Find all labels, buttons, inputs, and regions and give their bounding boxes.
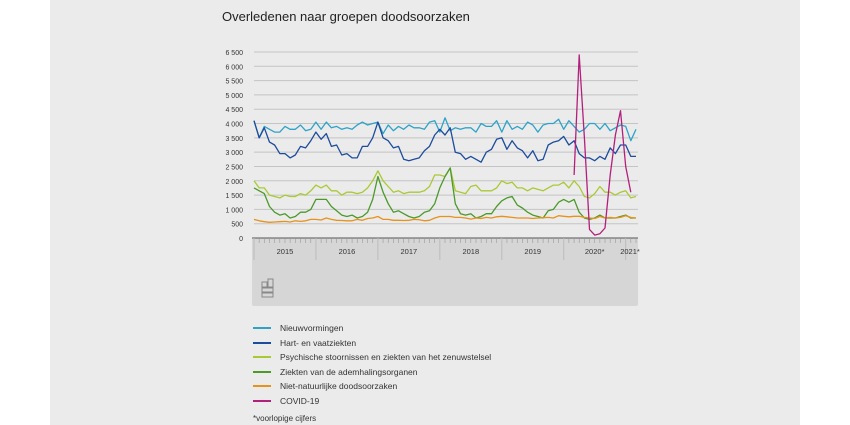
y-tick-label: 5 000: [225, 93, 243, 100]
legend-swatch: [253, 385, 271, 388]
x-tick-label: 2019: [524, 247, 541, 256]
y-tick-label: 3 500: [225, 136, 243, 143]
legend-label: Ziekten van de ademhalingsorganen: [280, 366, 418, 377]
x-tick-label: 2016: [339, 247, 356, 256]
x-axis-band: [252, 238, 638, 306]
x-tick-label: 2020*: [585, 247, 605, 256]
y-tick-label: 1 500: [225, 193, 243, 200]
x-tick-label: 2015: [277, 247, 294, 256]
legend-label: COVID-19: [280, 395, 320, 406]
y-tick-label: 6 500: [225, 50, 243, 57]
legend-swatch: [253, 341, 271, 344]
series-line-nieuwvormingen: [253, 117, 637, 142]
legend-item: Nieuwvormingen: [253, 321, 491, 336]
y-tick-label: 2 500: [225, 164, 243, 171]
series-line-ziekten-van-de-ademhalingsorganen: [253, 167, 636, 221]
legend-item: COVID-19: [253, 394, 491, 409]
x-tick-label: 2021*: [620, 247, 640, 256]
y-tick-label: 500: [231, 222, 243, 229]
legend-swatch: [253, 356, 271, 359]
legend-swatch: [253, 399, 271, 402]
footnote: *voorlopige cijfers: [253, 414, 317, 423]
series-line-hart-en-vaatziekten: [253, 120, 636, 163]
series-line-covid-19: [573, 54, 632, 236]
y-tick-label: 4 000: [225, 122, 243, 129]
legend-item: Hart- en vaatziekten: [253, 336, 491, 351]
y-tick-label: 2 000: [225, 179, 243, 186]
chart-title: Overledenen naar groepen doodsoorzaken: [222, 9, 470, 24]
y-tick-label: 1 000: [225, 207, 243, 214]
legend-label: Hart- en vaatziekten: [280, 337, 357, 348]
y-tick-label: 5 500: [225, 79, 243, 86]
series-line-niet-natuurlijke-doodsoorzaken: [253, 215, 637, 223]
legend-item: Niet-natuurlijke doodsoorzaken: [253, 379, 491, 394]
legend: Nieuwvormingen Hart- en vaatziekten Psychi…: [253, 321, 491, 408]
y-tick-label: 0: [239, 236, 243, 243]
y-tick-label: 3 000: [225, 150, 243, 157]
y-tick-label: 4 500: [225, 107, 243, 114]
x-tick-label: 2018: [462, 247, 479, 256]
legend-item: Psychische stoornissen en ziekten van he…: [253, 350, 491, 365]
legend-label: Niet-natuurlijke doodsoorzaken: [280, 381, 398, 392]
cbs-logo-icon: [261, 278, 274, 298]
y-tick-label: 6 000: [225, 64, 243, 71]
legend-label: Nieuwvormingen: [280, 323, 344, 334]
series-line-psychische-stoornissen-en-ziekten-van-het-zenuwstelsel: [253, 167, 637, 199]
x-tick-label: 2017: [401, 247, 418, 256]
legend-item: Ziekten van de ademhalingsorganen: [253, 365, 491, 380]
legend-swatch: [253, 370, 271, 373]
legend-swatch: [253, 327, 271, 330]
legend-label: Psychische stoornissen en ziekten van he…: [280, 352, 492, 363]
